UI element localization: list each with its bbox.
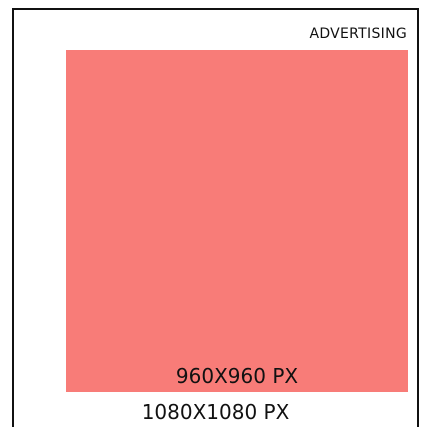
ad-label: ADVERTISING (309, 26, 407, 42)
ad-frame: ADVERTISING 960X960 PX 1080X1080 PX (12, 8, 419, 427)
outer-size: 1080X1080 PX (141, 400, 290, 424)
safe-area: 960X960 PX (66, 50, 408, 392)
inner-size: 960X960 PX (175, 364, 299, 388)
